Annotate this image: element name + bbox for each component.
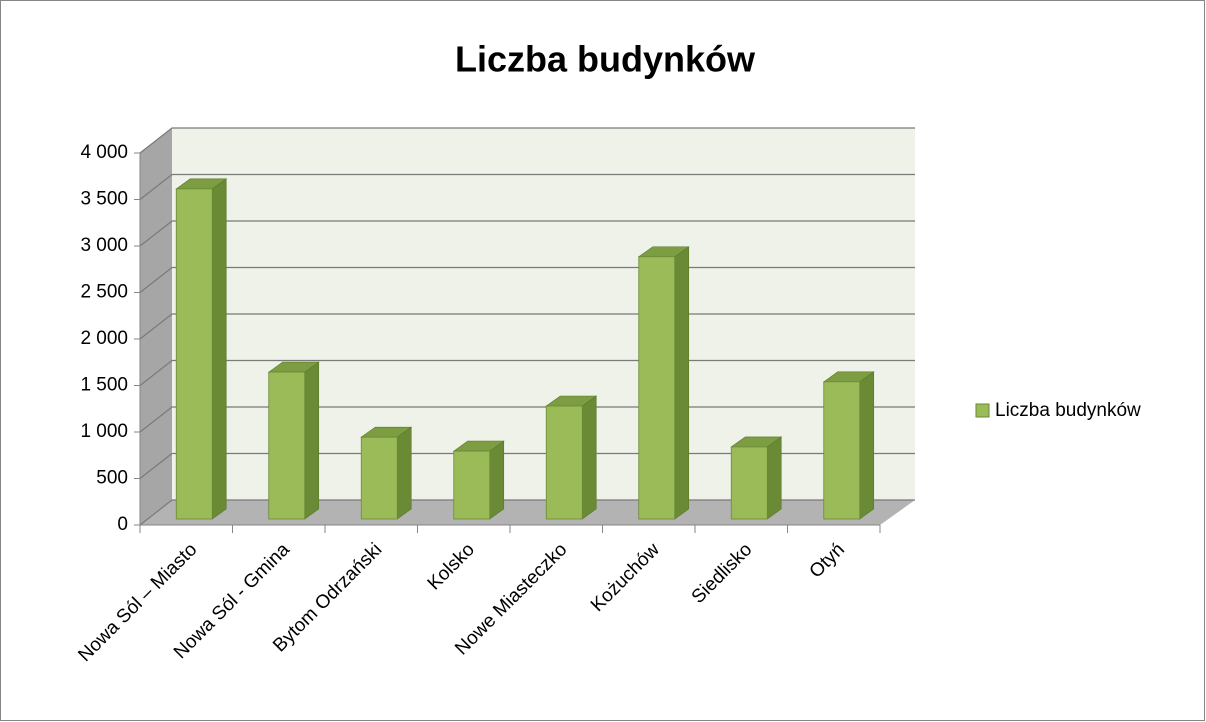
floor: [140, 500, 915, 525]
bar: [823, 381, 861, 520]
bar: [268, 371, 306, 520]
bar: [730, 446, 768, 520]
grid-line: [139, 220, 915, 247]
y-tick-label: 3 000: [80, 235, 128, 256]
chart-title: Liczba budynków: [455, 39, 756, 80]
y-tick-label: 1 500: [80, 375, 128, 396]
y-tick-label: 4 000: [80, 142, 128, 163]
bar-side: [766, 436, 782, 520]
y-tick-label: 0: [117, 514, 128, 535]
grid-line: [139, 127, 915, 154]
bar-side: [859, 371, 875, 520]
bar-side: [674, 246, 690, 520]
bar-side: [304, 361, 320, 520]
y-tick-label: 3 500: [80, 189, 128, 210]
bar-side: [581, 395, 597, 520]
bar: [360, 436, 398, 520]
bar: [175, 188, 213, 520]
y-tick-label: 1 000: [80, 421, 128, 442]
legend-swatch: [975, 403, 990, 418]
y-tick-label: 500: [96, 468, 128, 489]
bar: [545, 405, 583, 520]
y-tick-label: 2 000: [80, 328, 128, 349]
legend-label: Liczba budynków: [995, 400, 1141, 421]
bar-side: [396, 426, 412, 520]
bar: [638, 256, 676, 520]
bar: [453, 450, 491, 520]
grid-line: [139, 173, 915, 200]
bar-side: [211, 178, 227, 520]
bar-side: [489, 440, 505, 520]
y-tick-label: 2 500: [80, 282, 128, 303]
